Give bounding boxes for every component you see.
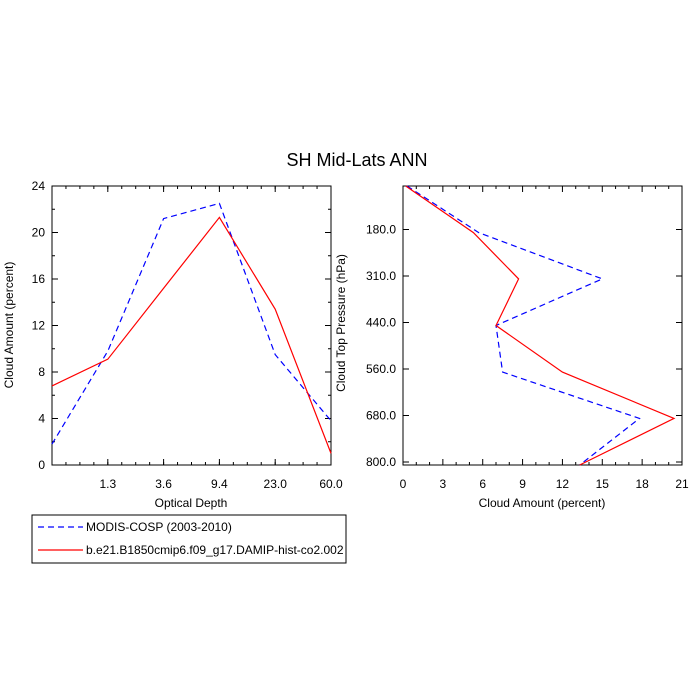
right-x-tick-label: 0 <box>400 477 407 491</box>
right-y-tick-label: 560.0 <box>366 362 396 376</box>
right-series-line-model <box>405 185 676 466</box>
right-x-tick-label: 9 <box>519 477 526 491</box>
right-panel: 0 3 6 9 12 15 18 21 180.0 310.0 440.0 560.0 680.0 800… <box>334 185 689 510</box>
left-y-tick-label: 0 <box>38 458 45 472</box>
right-y-axis-title: Cloud Top Pressure (hPa) <box>334 254 348 392</box>
left-y-tick-label: 8 <box>38 365 45 379</box>
left-x-tick-label: 3.6 <box>155 477 172 491</box>
left-x-tick-label: 23.0 <box>264 477 288 491</box>
right-plot-frame <box>402 185 683 466</box>
left-plot-frame <box>51 185 332 466</box>
right-x-tick-label: 3 <box>440 477 447 491</box>
right-series-line-modis <box>406 185 641 466</box>
left-series-group <box>51 202 332 454</box>
left-x-tick-label: 1.3 <box>99 477 116 491</box>
right-x-tick-label: 18 <box>635 477 649 491</box>
right-x-tick-label: 15 <box>596 477 610 491</box>
left-y-tick-label: 12 <box>32 319 46 333</box>
left-x-tick-label: 9.4 <box>211 477 228 491</box>
chart-title: SH Mid-Lats ANN <box>286 150 427 170</box>
right-y-tick-label: 800.0 <box>366 455 396 469</box>
left-series-line-model <box>51 216 332 454</box>
right-x-tick-label: 21 <box>675 477 689 491</box>
left-x-axis-title: Optical Depth <box>155 496 228 510</box>
left-x-tick-label: 60.0 <box>319 477 343 491</box>
right-axis-ticks: 0 3 6 9 12 15 18 21 180.0 310.0 440.0 560.0 680.0 800… <box>366 186 689 491</box>
left-axis-ticks: 0 4 8 12 16 20 24 1.3 3.6 9.4 23.0 60.0 <box>32 179 343 491</box>
left-y-tick-label: 4 <box>38 412 45 426</box>
right-series-group <box>405 185 676 466</box>
right-y-tick-label: 440.0 <box>366 316 396 330</box>
legend-label-modis: MODIS-COSP (2003-2010) <box>86 520 232 534</box>
right-y-tick-label: 310.0 <box>366 269 396 283</box>
left-panel: 0 4 8 12 16 20 24 1.3 3.6 9.4 23.0 60.0 Optical Dep… <box>2 179 343 510</box>
right-y-tick-label: 680.0 <box>366 409 396 423</box>
left-y-axis-title: Cloud Amount (percent) <box>2 262 16 389</box>
left-series-line-modis <box>51 202 332 445</box>
right-y-tick-label: 180.0 <box>366 223 396 237</box>
right-x-tick-label: 6 <box>479 477 486 491</box>
legend-label-model: b.e21.B1850cmip6.f09_g17.DAMIP-hist-co2.… <box>86 543 344 557</box>
left-y-tick-label: 20 <box>32 226 46 240</box>
legend-box <box>31 514 347 564</box>
left-y-tick-label: 24 <box>32 179 46 193</box>
left-y-tick-label: 16 <box>32 272 46 286</box>
right-x-axis-title: Cloud Amount (percent) <box>479 496 606 510</box>
legend: MODIS-COSP (2003-2010) b.e21.B1850cmip6.… <box>31 514 347 564</box>
right-x-tick-label: 12 <box>556 477 570 491</box>
